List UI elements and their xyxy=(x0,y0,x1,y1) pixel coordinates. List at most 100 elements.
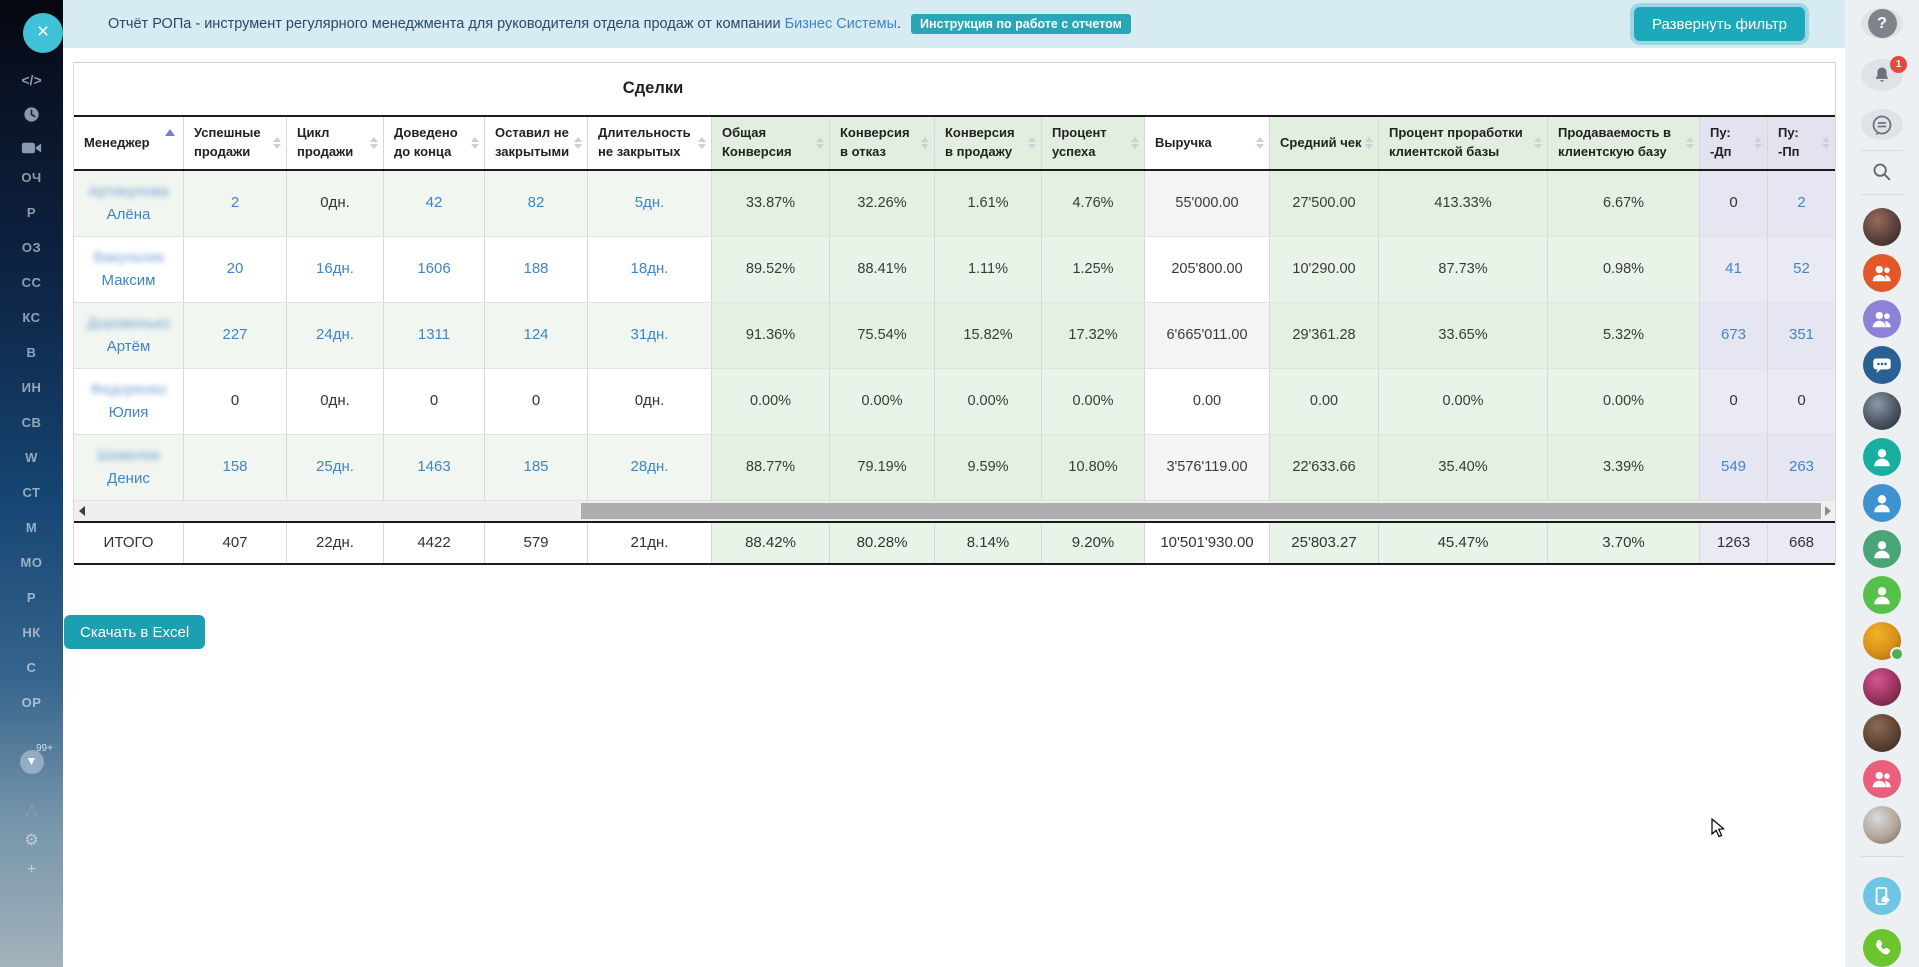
sidebar-item-14[interactable]: НК xyxy=(22,625,41,640)
cell-value-link[interactable]: 351 xyxy=(1788,326,1815,344)
column-header-3[interactable]: Цикл продажи xyxy=(287,117,384,169)
cell-value-link[interactable]: 42 xyxy=(425,194,443,212)
column-header-10[interactable]: Процент успеха xyxy=(1042,117,1145,169)
manager-name-link[interactable]: Максим xyxy=(101,271,156,289)
horizontal-scrollbar[interactable] xyxy=(74,501,1835,521)
cell[interactable]: 25дн. xyxy=(287,435,384,500)
people-icon[interactable] xyxy=(1863,254,1901,293)
column-header-6[interactable]: Длительность не закрытых xyxy=(588,117,712,169)
column-header-2[interactable]: Успешные продажи xyxy=(184,117,287,169)
cell[interactable]: 28дн. xyxy=(588,435,712,500)
sort-icons[interactable] xyxy=(574,137,582,149)
cell[interactable]: 1463 xyxy=(384,435,485,500)
sort-icons[interactable] xyxy=(1686,137,1694,149)
cell-value-link[interactable]: 185 xyxy=(523,458,549,476)
share-icon[interactable] xyxy=(23,800,40,820)
cell[interactable]: 52 xyxy=(1768,237,1835,302)
cell-value-link[interactable]: 82 xyxy=(527,194,545,212)
cell-value-link[interactable]: 24дн. xyxy=(316,326,354,344)
device-cloud-icon[interactable] xyxy=(1863,877,1901,916)
sort-icons[interactable] xyxy=(1534,137,1542,149)
column-header-13[interactable]: Процент проработки клиентской базы xyxy=(1379,117,1548,169)
sidebar-item-10[interactable]: СТ xyxy=(22,485,41,500)
sidebar-item-4[interactable]: СС xyxy=(21,275,42,290)
cell-value-link[interactable]: 18дн. xyxy=(630,260,669,278)
cell-value-link[interactable]: 41 xyxy=(1725,260,1742,278)
code-icon[interactable]: </> xyxy=(21,72,42,88)
cell[interactable]: 188 xyxy=(485,237,588,302)
cell-value-link[interactable]: 20 xyxy=(226,260,244,278)
gear-icon[interactable]: ⚙ xyxy=(24,832,39,849)
scrollbar-thumb[interactable] xyxy=(581,503,1821,519)
cell[interactable]: 263 xyxy=(1768,435,1835,500)
sidebar-item-5[interactable]: КС xyxy=(22,310,41,325)
manager-name-link[interactable]: Артём xyxy=(106,337,151,355)
user-photo-avatar[interactable] xyxy=(1863,668,1901,707)
cell[interactable]: 18дн. xyxy=(588,237,712,302)
column-header-9[interactable]: Конверсия в продажу xyxy=(935,117,1042,169)
user-photo-avatar[interactable] xyxy=(1863,622,1904,662)
cell[interactable]: 227 xyxy=(184,303,287,368)
sort-icons[interactable] xyxy=(1754,137,1762,149)
cell-value-link[interactable]: 25дн. xyxy=(316,458,354,476)
sidebar-item-6[interactable]: В xyxy=(26,345,37,360)
chat-group-icon[interactable] xyxy=(1863,346,1901,385)
chevron-down-icon[interactable]: ▼ xyxy=(19,750,44,774)
sort-icons[interactable] xyxy=(921,137,929,149)
cell[interactable]: 5дн. xyxy=(588,171,712,236)
cell[interactable]: 1606 xyxy=(384,237,485,302)
chat-button[interactable] xyxy=(1861,108,1903,141)
manager-cell[interactable]: Доровенько Артём xyxy=(74,303,184,368)
column-header-1[interactable]: Менеджер xyxy=(74,117,184,169)
cell-value-link[interactable]: 673 xyxy=(1720,326,1747,344)
instruction-badge[interactable]: Инструкция по работе с отчетом xyxy=(911,14,1131,34)
sort-icons[interactable] xyxy=(698,137,706,149)
sidebar-item-1[interactable]: ОЧ xyxy=(21,170,42,185)
sort-icons[interactable] xyxy=(273,137,281,149)
sort-icons[interactable] xyxy=(1131,137,1139,149)
cell[interactable]: 158 xyxy=(184,435,287,500)
cell-value-link[interactable]: 16дн. xyxy=(316,260,354,278)
company-link[interactable]: Бизнес Системы xyxy=(784,16,897,32)
cell[interactable]: 185 xyxy=(485,435,588,500)
cell[interactable]: 41 xyxy=(1700,237,1768,302)
user-photo-avatar[interactable] xyxy=(1863,392,1901,431)
sidebar-item-8[interactable]: СВ xyxy=(21,415,42,430)
person-icon[interactable] xyxy=(1863,576,1901,615)
sort-icons[interactable] xyxy=(370,137,378,149)
sort-icons[interactable] xyxy=(1365,137,1373,149)
cell[interactable]: 673 xyxy=(1700,303,1768,368)
sidebar-item-11[interactable]: М xyxy=(25,520,38,535)
sort-icons[interactable] xyxy=(816,137,824,149)
phone-icon[interactable] xyxy=(1863,929,1901,967)
column-header-12[interactable]: Средний чек xyxy=(1270,117,1379,169)
column-header-4[interactable]: Доведено до конца xyxy=(384,117,485,169)
sidebar-item-12[interactable]: МО xyxy=(20,555,43,570)
clock-icon[interactable] xyxy=(22,104,41,124)
column-header-14[interactable]: Продаваемость в клиентскую базу xyxy=(1548,117,1700,169)
cell[interactable]: 42 xyxy=(384,171,485,236)
manager-surname-blurred[interactable]: Вакульчик xyxy=(93,249,164,266)
cell[interactable]: 351 xyxy=(1768,303,1835,368)
cell-value-link[interactable]: 2 xyxy=(1797,194,1806,212)
sidebar-overflow[interactable]: ▼ 99+ xyxy=(0,743,63,774)
sidebar-item-9[interactable]: W xyxy=(25,450,38,465)
scroll-left-arrow-icon[interactable] xyxy=(79,506,85,516)
cell-value-link[interactable]: 1606 xyxy=(417,260,451,278)
manager-name-link[interactable]: Юлия xyxy=(108,403,149,421)
cell[interactable]: 1311 xyxy=(384,303,485,368)
manager-surname-blurred[interactable]: Доровенько xyxy=(87,315,170,332)
user-photo-avatar[interactable] xyxy=(1863,806,1901,845)
cell[interactable]: 82 xyxy=(485,171,588,236)
sort-asc-icon[interactable] xyxy=(165,129,175,136)
help-button[interactable]: ? xyxy=(1861,8,1903,40)
sidebar-item-2[interactable]: Р xyxy=(26,205,37,220)
cell-value-link[interactable]: 1311 xyxy=(417,326,451,344)
user-photo-avatar[interactable] xyxy=(1863,714,1901,753)
cell-value-link[interactable]: 124 xyxy=(523,326,549,344)
sort-icons[interactable] xyxy=(1256,137,1264,149)
sort-icons[interactable] xyxy=(1028,137,1036,149)
column-header-5[interactable]: Оставил не закрытыми xyxy=(485,117,588,169)
sidebar-item-13[interactable]: Р xyxy=(26,590,37,605)
cell-value-link[interactable]: 549 xyxy=(1720,458,1747,476)
